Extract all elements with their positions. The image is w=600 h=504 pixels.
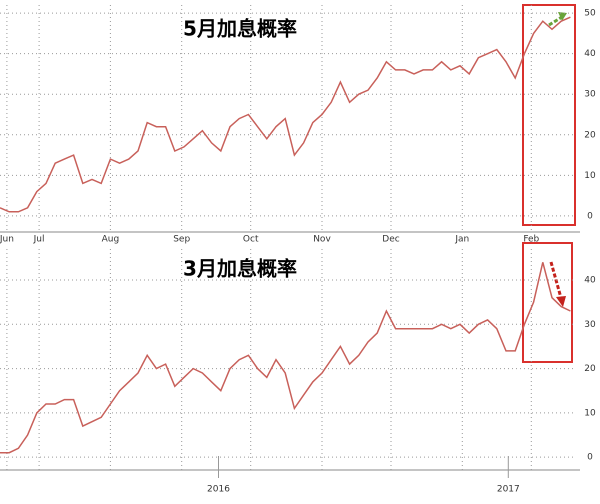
y-tick-label: 30 <box>584 320 596 330</box>
up-arrow <box>548 15 563 27</box>
x-tick-label: Jul <box>33 235 45 245</box>
x-tick-label: Oct <box>243 235 259 245</box>
x-tick-label: Aug <box>102 235 120 245</box>
y-tick-label: 30 <box>584 90 596 100</box>
y-tick-label: 40 <box>584 276 596 286</box>
y-tick-label: 40 <box>584 49 596 59</box>
x-tick-label: Dec <box>382 235 399 245</box>
y-tick-label: 20 <box>584 364 596 374</box>
x-tick-label: Feb <box>523 235 539 245</box>
y-tick-label: 0 <box>587 453 593 463</box>
highlight-box <box>522 242 573 363</box>
data-line <box>0 16 571 213</box>
y-tick-label: 50 <box>584 9 596 19</box>
chart-title: 3月加息概率 <box>183 257 297 281</box>
chart-title: 5月加息概率 <box>183 17 297 41</box>
x-tick-label: Sep <box>173 235 190 245</box>
up-arrow-head <box>558 12 567 21</box>
data-line <box>0 262 571 454</box>
y-tick-label: 20 <box>584 130 596 140</box>
y-tick-label: 10 <box>584 408 596 418</box>
x-tick-label: Nov <box>313 235 331 245</box>
down-arrow-head <box>556 296 566 307</box>
y-tick-label: 0 <box>587 211 593 221</box>
y-tick-label: 10 <box>584 171 596 181</box>
annotation: 2017 <box>497 485 520 495</box>
x-tick-label: Jan <box>454 235 469 245</box>
highlight-box <box>522 4 576 226</box>
x-tick-label: Jun <box>0 235 14 245</box>
annotation: 2016 <box>207 485 230 495</box>
